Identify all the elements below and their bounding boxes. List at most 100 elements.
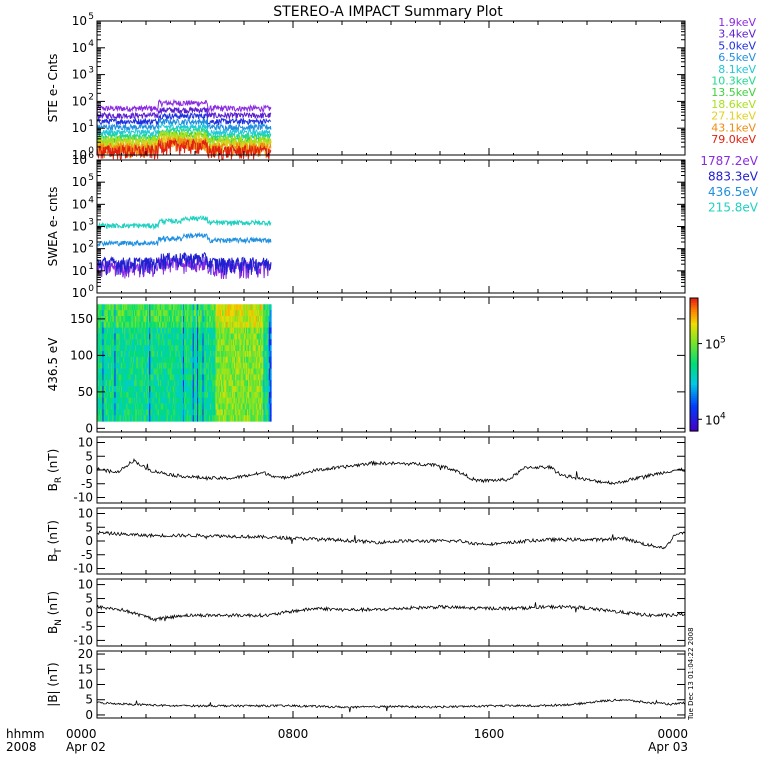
y-tick-exponent: 2 bbox=[88, 240, 94, 250]
heatmap-cell bbox=[224, 403, 226, 410]
heatmap-cell bbox=[165, 368, 168, 375]
heatmap-cell bbox=[154, 403, 157, 410]
heatmap-cell bbox=[218, 333, 221, 340]
heatmap-cell bbox=[112, 409, 114, 416]
heatmap-cell bbox=[143, 316, 146, 323]
heatmap-cell bbox=[211, 415, 213, 422]
heatmap-cell bbox=[269, 374, 272, 381]
heatmap-cell bbox=[100, 345, 102, 352]
heatmap-cell bbox=[106, 333, 109, 340]
heatmap-cell bbox=[113, 397, 115, 405]
heatmap-cell bbox=[144, 368, 147, 375]
heatmap-cell bbox=[134, 333, 136, 340]
heatmap-cell bbox=[232, 310, 235, 317]
heatmap-cell bbox=[251, 374, 254, 381]
heatmap-cell bbox=[113, 415, 115, 422]
heatmap-cell bbox=[165, 327, 168, 334]
heatmap-cell bbox=[267, 333, 270, 340]
heatmap-cell bbox=[106, 380, 109, 387]
heatmap-cell bbox=[190, 345, 193, 352]
heatmap-cell bbox=[218, 386, 221, 393]
heatmap-cell bbox=[142, 409, 145, 416]
heatmap-cell bbox=[182, 368, 185, 375]
heatmap-cell bbox=[174, 409, 176, 416]
heatmap-cell bbox=[112, 368, 114, 375]
heatmap-cell bbox=[235, 362, 237, 370]
heatmap-cell bbox=[142, 310, 145, 317]
heatmap-cell bbox=[169, 397, 172, 405]
heatmap-cell bbox=[213, 380, 215, 387]
heatmap-cell bbox=[248, 409, 250, 416]
heatmap-cell bbox=[154, 327, 157, 334]
heatmap-cell bbox=[176, 415, 179, 422]
heatmap-cell bbox=[163, 415, 165, 422]
heatmap-cell bbox=[159, 409, 161, 416]
heatmap-cell bbox=[231, 362, 234, 370]
heatmap-cell bbox=[117, 310, 120, 317]
heatmap-cell bbox=[150, 304, 152, 311]
heatmap-cell bbox=[125, 339, 127, 346]
heatmap-cell bbox=[144, 380, 147, 387]
heatmap-cell bbox=[125, 409, 127, 416]
heatmap-cell bbox=[175, 403, 177, 410]
heatmap-cell bbox=[237, 362, 239, 370]
heatmap-cell bbox=[236, 345, 238, 352]
heatmap-cell bbox=[99, 351, 101, 358]
heatmap-cell bbox=[128, 316, 131, 323]
colorbar-cell bbox=[690, 346, 698, 350]
heatmap-cell bbox=[138, 362, 140, 370]
heatmap-cell bbox=[109, 321, 111, 329]
heatmap-cell bbox=[193, 321, 196, 329]
colorbar-cell bbox=[690, 366, 698, 370]
heatmap-cell bbox=[177, 327, 180, 334]
heatmap-cell bbox=[162, 386, 164, 393]
heatmap-cell bbox=[134, 345, 136, 352]
heatmap-cell bbox=[141, 415, 144, 422]
y-tick-label: 10 bbox=[72, 121, 87, 135]
heatmap-cell bbox=[128, 310, 131, 317]
heatmap-cell bbox=[201, 409, 204, 416]
heatmap-cell bbox=[141, 397, 144, 405]
heatmap-cell bbox=[140, 362, 143, 370]
heatmap-cell bbox=[211, 362, 213, 370]
heatmap-cell bbox=[230, 415, 233, 422]
heatmap-cell bbox=[267, 356, 270, 364]
heatmap-cell bbox=[204, 321, 207, 329]
heatmap-cell bbox=[253, 386, 256, 393]
heatmap-cell bbox=[230, 356, 233, 364]
heatmap-cell bbox=[194, 374, 197, 381]
heatmap-cell bbox=[177, 351, 180, 358]
heatmap-cell bbox=[111, 345, 113, 352]
heatmap-cell bbox=[149, 380, 151, 387]
heatmap-cell bbox=[143, 380, 146, 387]
y-tick-label: -5 bbox=[81, 619, 93, 633]
heatmap-cell bbox=[148, 345, 150, 352]
heatmap-cell bbox=[235, 415, 237, 422]
heatmap-cell bbox=[125, 403, 127, 410]
y-tick-label: 20 bbox=[78, 647, 93, 661]
heatmap-cell bbox=[102, 351, 105, 358]
heatmap-cell bbox=[180, 351, 183, 358]
heatmap-cell bbox=[164, 415, 167, 422]
heatmap-cell bbox=[210, 386, 212, 393]
heatmap-cell bbox=[197, 316, 199, 323]
y-tick-label: 10 bbox=[72, 242, 87, 256]
heatmap-cell bbox=[237, 374, 239, 381]
heatmap-cell bbox=[126, 386, 129, 393]
heatmap-cell bbox=[187, 316, 189, 323]
heatmap-cell bbox=[180, 391, 183, 399]
heatmap-cell bbox=[181, 304, 184, 311]
heatmap-cell bbox=[119, 356, 122, 364]
heatmap-cell bbox=[150, 321, 152, 329]
heatmap-cell bbox=[184, 333, 186, 340]
heatmap-cell bbox=[257, 380, 260, 387]
heatmap-cell bbox=[164, 321, 167, 329]
heatmap-cell bbox=[252, 386, 255, 393]
heatmap-cell bbox=[262, 339, 264, 346]
heatmap-cell bbox=[175, 310, 177, 317]
heatmap-cell bbox=[118, 327, 121, 334]
heatmap-cell bbox=[210, 409, 212, 416]
y-tick-exponent: 6 bbox=[88, 151, 94, 161]
heatmap-cell bbox=[162, 374, 164, 381]
heatmap-cell bbox=[138, 374, 140, 381]
